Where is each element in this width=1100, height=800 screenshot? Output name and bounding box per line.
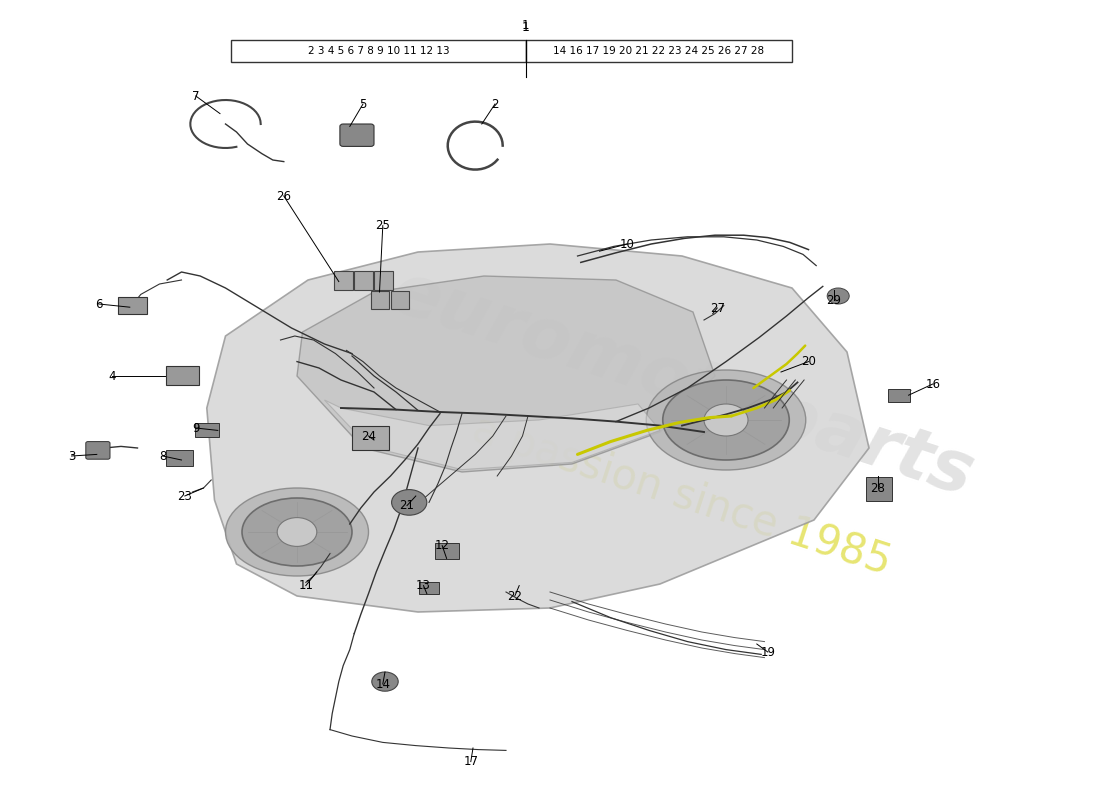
Circle shape bbox=[392, 490, 427, 515]
Text: 1: 1 bbox=[521, 21, 530, 34]
Text: 14 16 17 19 20 21 22 23 24 25 26 27 28: 14 16 17 19 20 21 22 23 24 25 26 27 28 bbox=[553, 46, 764, 56]
Text: 21: 21 bbox=[399, 499, 415, 512]
Ellipse shape bbox=[242, 498, 352, 566]
FancyBboxPatch shape bbox=[86, 442, 110, 459]
FancyBboxPatch shape bbox=[888, 389, 910, 402]
FancyBboxPatch shape bbox=[352, 426, 389, 450]
Circle shape bbox=[704, 404, 748, 436]
Text: 16: 16 bbox=[925, 378, 940, 390]
Text: 22: 22 bbox=[507, 590, 522, 602]
Circle shape bbox=[372, 672, 398, 691]
FancyBboxPatch shape bbox=[371, 291, 389, 309]
Text: 27: 27 bbox=[710, 302, 725, 314]
Text: 9: 9 bbox=[192, 422, 199, 434]
Text: 6: 6 bbox=[96, 298, 102, 310]
Text: 17: 17 bbox=[463, 755, 478, 768]
Text: 2 3 4 5 6 7 8 9 10 11 12 13: 2 3 4 5 6 7 8 9 10 11 12 13 bbox=[308, 46, 449, 56]
Text: 13: 13 bbox=[416, 579, 431, 592]
Text: 7: 7 bbox=[192, 90, 199, 102]
Text: 5: 5 bbox=[360, 98, 366, 110]
FancyBboxPatch shape bbox=[419, 582, 439, 594]
FancyBboxPatch shape bbox=[334, 271, 353, 290]
Text: 14: 14 bbox=[375, 678, 390, 690]
Text: 19: 19 bbox=[760, 646, 775, 658]
Text: 2: 2 bbox=[492, 98, 498, 110]
FancyBboxPatch shape bbox=[390, 291, 409, 309]
Text: 26: 26 bbox=[276, 190, 292, 202]
Bar bbox=[526, 40, 792, 62]
Bar bbox=[231, 40, 526, 62]
FancyBboxPatch shape bbox=[354, 271, 373, 290]
Text: euromotoparts: euromotoparts bbox=[382, 258, 982, 510]
FancyBboxPatch shape bbox=[195, 423, 219, 437]
Ellipse shape bbox=[647, 370, 805, 470]
Text: 24: 24 bbox=[361, 430, 376, 442]
FancyBboxPatch shape bbox=[118, 297, 147, 314]
Text: 12: 12 bbox=[434, 539, 450, 552]
Text: 10: 10 bbox=[619, 238, 635, 250]
Ellipse shape bbox=[662, 380, 790, 460]
FancyBboxPatch shape bbox=[866, 477, 892, 501]
Text: 3: 3 bbox=[68, 450, 75, 462]
Text: 1: 1 bbox=[522, 19, 529, 32]
FancyBboxPatch shape bbox=[166, 450, 192, 466]
Text: 4: 4 bbox=[109, 370, 116, 382]
Text: 29: 29 bbox=[826, 294, 842, 306]
Text: 20: 20 bbox=[801, 355, 816, 368]
FancyBboxPatch shape bbox=[374, 271, 393, 290]
Text: 11: 11 bbox=[298, 579, 314, 592]
Ellipse shape bbox=[226, 488, 368, 576]
FancyBboxPatch shape bbox=[340, 124, 374, 146]
Circle shape bbox=[827, 288, 849, 304]
FancyBboxPatch shape bbox=[434, 543, 459, 559]
Polygon shape bbox=[207, 244, 869, 612]
Text: 8: 8 bbox=[160, 450, 166, 462]
Text: 25: 25 bbox=[375, 219, 390, 232]
Polygon shape bbox=[324, 400, 660, 470]
Text: a passion since 1985: a passion since 1985 bbox=[468, 408, 896, 584]
Polygon shape bbox=[297, 276, 715, 472]
Text: 28: 28 bbox=[870, 482, 886, 494]
Circle shape bbox=[277, 518, 317, 546]
FancyBboxPatch shape bbox=[166, 366, 199, 385]
Text: 23: 23 bbox=[177, 490, 192, 502]
